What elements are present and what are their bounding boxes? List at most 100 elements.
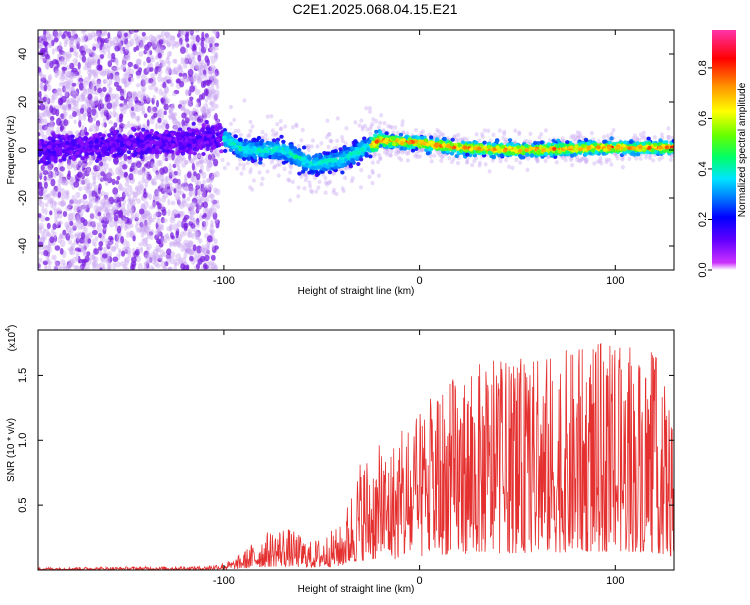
spectrogram-point [119, 95, 125, 101]
spectrogram-point [187, 244, 191, 252]
spectrogram-point [211, 246, 217, 253]
spectrogram-point [199, 70, 204, 77]
spectrogram-point [67, 239, 72, 245]
spectrogram-point [432, 153, 437, 158]
spectrogram-point [67, 170, 71, 177]
spectrogram-point [447, 156, 452, 161]
spectrogram-point [143, 200, 149, 209]
spectrogram-point [156, 217, 161, 225]
spectrogram-point [61, 66, 68, 71]
spectrogram-point [204, 33, 209, 39]
spectrogram-point [92, 173, 96, 180]
spectrogram-point [187, 171, 192, 179]
spectrogram-point [107, 51, 112, 60]
spectrogram-point [71, 67, 78, 73]
spectrogram-point [77, 199, 82, 204]
spectrogram-point [159, 46, 165, 54]
spectrogram-point [115, 73, 120, 80]
spectrogram-point [126, 54, 131, 61]
spectrogram-point [92, 229, 98, 236]
spectrogram-point [59, 74, 66, 82]
spectrogram-point [97, 211, 102, 217]
spectrogram-point [151, 201, 157, 209]
spectrogram-point [179, 201, 185, 209]
spectrogram-point [418, 154, 423, 159]
spectrogram-point [103, 116, 107, 124]
spectrogram-point [113, 214, 119, 222]
spectrogram-point [81, 38, 87, 43]
spectrogram-point [175, 236, 181, 245]
spectrogram-point [343, 175, 348, 181]
spectrogram-point [165, 253, 172, 260]
spectrogram-point [78, 114, 83, 122]
spectrogram-point [140, 232, 145, 238]
spectrogram-point [325, 118, 330, 123]
spectrogram-point [76, 108, 81, 114]
spectrogram-point [251, 178, 256, 183]
spectrogram-point [296, 185, 301, 190]
spectrogram-point [154, 87, 159, 94]
spectrogram-point [176, 40, 182, 47]
spectrogram-point [117, 184, 124, 192]
spectrogram-point [195, 230, 201, 238]
spectrogram-point [528, 131, 533, 136]
spectrogram-point [86, 34, 93, 41]
spectrogram-point [122, 217, 127, 224]
spectrogram-point [49, 98, 55, 104]
spectrogram-point [191, 162, 195, 171]
spectrogram-point [204, 254, 210, 262]
spectrogram-point [257, 170, 262, 175]
spectrogram-point [140, 94, 145, 100]
spectrogram-point [163, 110, 167, 116]
spectrogram-point [212, 207, 217, 215]
spectrogram-point [196, 162, 201, 168]
spectrogram-point [160, 30, 167, 37]
spectrogram-point [136, 58, 142, 65]
spectrogram-point [59, 259, 66, 266]
spectrogram-point [189, 30, 194, 34]
spectrogram-point [171, 210, 175, 216]
spectrogram-point [64, 221, 71, 229]
spectrogram-point [151, 256, 157, 265]
spectrogram-point [207, 75, 214, 80]
spectrogram-point [59, 233, 63, 238]
spectrogram-point [46, 193, 51, 198]
spectrogram-point [238, 162, 243, 167]
spectrogram-point [265, 114, 270, 119]
spectrogram-point [164, 75, 171, 80]
spectrogram-point [596, 139, 601, 144]
spectrogram-point [196, 77, 202, 84]
spectrogram-point [203, 220, 209, 228]
spectrogram-point [377, 152, 382, 157]
spectrogram-point [72, 58, 78, 64]
spectrogram-point [113, 157, 119, 165]
spectrogram-point [209, 36, 216, 44]
spectrogram-point [480, 132, 485, 137]
spectrogram-point [53, 264, 58, 270]
spectrogram-point [316, 185, 321, 190]
spectrogram-point [414, 127, 418, 133]
spectrogram-point [210, 262, 217, 269]
spectrogram-point [357, 123, 362, 128]
spectrogram-point [53, 235, 58, 243]
spectrogram-point [498, 159, 503, 164]
spectrogram-point [51, 254, 55, 261]
spectrogram-point [353, 120, 358, 125]
spectrogram-point [41, 206, 45, 214]
spectrogram-point [288, 170, 293, 175]
spectrogram-point [176, 168, 182, 177]
spectrogram-point [168, 50, 172, 57]
spectrogram-point [211, 235, 216, 241]
spectrogram-point [668, 157, 673, 162]
spectrogram-point [71, 106, 76, 113]
spectrogram-point [49, 105, 54, 114]
spectrogram-point [116, 85, 122, 92]
spectrogram-point [98, 64, 103, 71]
spectrogram-point [71, 82, 77, 87]
spectrogram-point [146, 213, 151, 222]
spectrogram-point [159, 64, 163, 70]
spectrogram-point [173, 258, 178, 267]
spectrogram-point [66, 80, 72, 85]
spectrogram-point [139, 183, 145, 191]
spectrogram-point [199, 157, 204, 164]
